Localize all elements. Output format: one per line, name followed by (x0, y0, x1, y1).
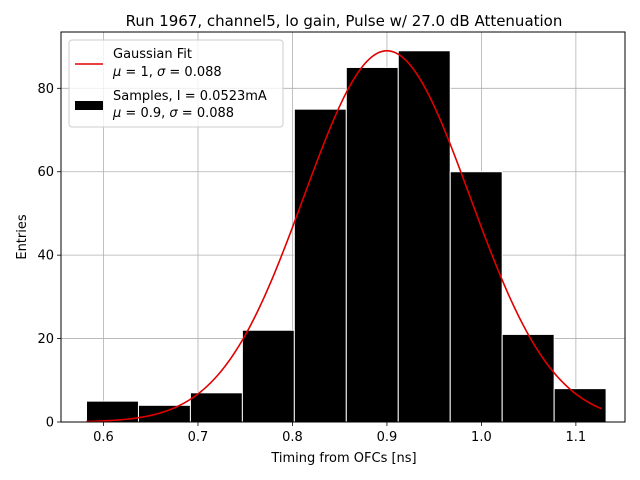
y-tick-label-1: 20 (37, 332, 54, 347)
x-tick-label-4: 1.0 (471, 430, 492, 445)
histogram-bar-1 (137, 404, 191, 423)
legend-box (68, 39, 284, 128)
legend-fit-mu: 1 (140, 65, 148, 80)
x-tick-label-5: 1.1 (566, 430, 587, 445)
gaussian-fit-curve (86, 49, 602, 423)
histogram-bar-2 (189, 392, 243, 423)
x-tick-label-1: 0.7 (188, 430, 209, 445)
legend-samples-params: μ = 0.9, σ = 0.088 (112, 106, 234, 121)
x-tick-label-0: 0.6 (93, 430, 114, 445)
plot-frame (60, 31, 626, 423)
histogram-bar-5 (345, 66, 399, 423)
x-axis-ticks: 0.6 0.7 0.8 0.9 1.0 1.1 (93, 422, 586, 445)
legend-fit-params: μ = 1, σ = 0.088 (112, 65, 222, 80)
y-axis-ticks: 0 20 40 60 80 (37, 82, 61, 431)
histogram-bar-7 (449, 171, 503, 423)
y-tick-label-3: 60 (37, 165, 54, 180)
histogram-bar-4 (293, 108, 347, 423)
histogram-bar-8 (501, 333, 555, 423)
legend-fit-sigma: 0.088 (184, 65, 221, 80)
x-tick-label-3: 0.9 (377, 430, 398, 445)
histogram-bars (86, 50, 607, 423)
legend-samples-mu: 0.9 (140, 106, 161, 121)
legend: Gaussian Fit μ = 1, σ = 0.088 Samples, I… (68, 39, 284, 128)
x-axis-label: Timing from OFCs [ns] (270, 451, 416, 466)
legend-samples-sigma: 0.088 (197, 106, 234, 121)
y-tick-label-0: 0 (46, 416, 54, 431)
histogram-bar-6 (397, 50, 451, 423)
y-tick-label-2: 40 (37, 249, 54, 264)
legend-samples-label: Samples, I = 0.0523mA (113, 89, 267, 104)
x-tick-label-2: 0.8 (282, 430, 303, 445)
chart-title: Run 1967, channel5, lo gain, Pulse w/ 27… (126, 12, 563, 30)
legend-fit-label: Gaussian Fit (113, 47, 192, 62)
histogram-bar-9 (553, 388, 607, 423)
histogram-bar-3 (241, 329, 295, 423)
legend-samples-swatch (75, 101, 103, 110)
y-axis-label: Entries (15, 214, 30, 260)
y-tick-label-4: 80 (37, 82, 54, 97)
